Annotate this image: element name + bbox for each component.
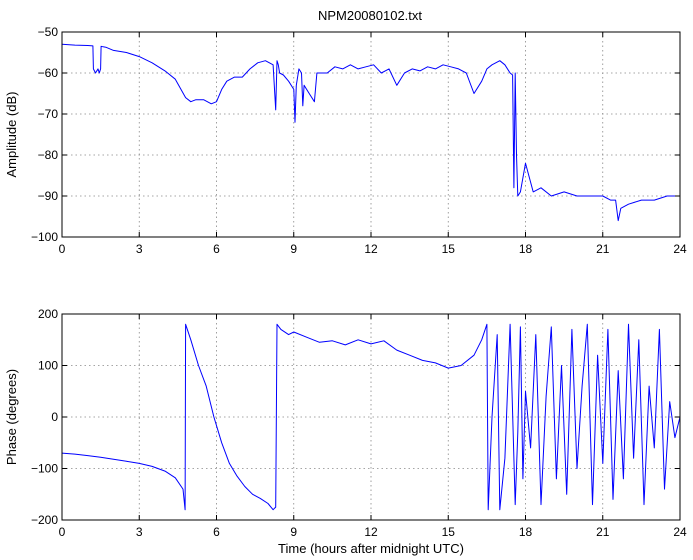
- amplitude-axes-frame: [61, 31, 681, 238]
- phase-xtick-label: 21: [596, 525, 610, 539]
- phase-grid: [62, 314, 680, 520]
- phase-xtick-label: 3: [136, 525, 143, 539]
- amplitude-ytick-label: −60: [38, 66, 59, 80]
- amplitude-ticks: 0 3 6 9 12 15 18 21 24 −100 −90 −80 −70 −60 −50: [31, 25, 687, 256]
- amplitude-xtick-label: 6: [213, 242, 220, 256]
- phase-axes-frame: [61, 313, 681, 521]
- phase-xtick-label: 15: [442, 525, 456, 539]
- amplitude-series: [61, 43, 680, 222]
- amplitude-xtick-label: 0: [59, 242, 66, 256]
- amplitude-xtick-label: 9: [290, 242, 297, 256]
- amplitude-ytick-label: −100: [31, 230, 58, 244]
- phase-xtick-label: 12: [364, 525, 378, 539]
- phase-ytick-label: 100: [38, 359, 58, 373]
- phase-xtick-label: 6: [213, 525, 220, 539]
- phase-xtick-label: 18: [519, 525, 533, 539]
- amplitude-ytick-label: −70: [38, 107, 59, 121]
- phase-xtick-label: 24: [673, 525, 687, 539]
- amplitude-series-line: [61, 43, 680, 222]
- amplitude-xtick-label: 21: [596, 242, 610, 256]
- amplitude-ytick-label: −90: [38, 189, 59, 203]
- phase-ticks: 0 3 6 9 12 15 18 21 24 −200 −100 0 100 200: [31, 307, 687, 539]
- phase-series: [61, 323, 681, 511]
- amplitude-ytick-label: −50: [38, 25, 59, 39]
- amplitude-xtick-label: 3: [136, 242, 143, 256]
- amplitude-ytick-label: −80: [38, 148, 59, 162]
- phase-ylabel: Phase (degrees): [4, 369, 19, 465]
- amplitude-plot: 0 3 6 9 12 15 18 21 24 −100 −90 −80 −70 −60 −50 Amplit…: [4, 25, 687, 256]
- phase-plot: 0 3 6 9 12 15 18 21 24 −200 −100 0 100 200 Phase (deg…: [4, 307, 687, 556]
- phase-ytick-label: −200: [31, 513, 58, 527]
- phase-ytick-label: 200: [38, 307, 58, 321]
- amplitude-xtick-label: 12: [364, 242, 378, 256]
- amplitude-xtick-label: 24: [673, 242, 687, 256]
- chart-title: NPM20080102.txt: [318, 8, 422, 23]
- phase-xtick-label: 9: [290, 525, 297, 539]
- phase-series-line: [61, 323, 681, 511]
- amplitude-ylabel: Amplitude (dB): [4, 92, 19, 178]
- amplitude-xtick-label: 18: [519, 242, 533, 256]
- amplitude-xtick-label: 15: [442, 242, 456, 256]
- phase-xtick-label: 0: [59, 525, 66, 539]
- phase-ytick-label: 0: [51, 410, 58, 424]
- phase-xlabel: Time (hours after midnight UTC): [278, 541, 464, 556]
- phase-ytick-label: −100: [31, 462, 58, 476]
